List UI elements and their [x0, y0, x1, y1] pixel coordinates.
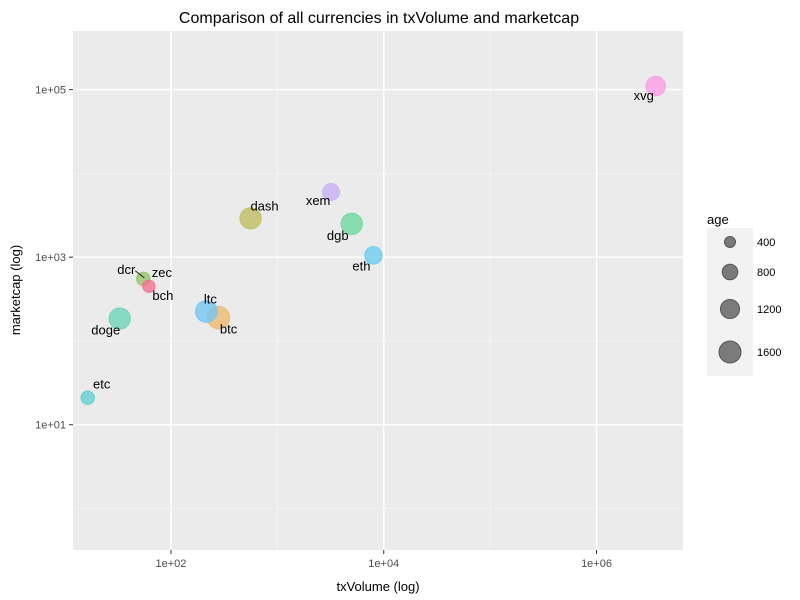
point-doge [108, 307, 131, 330]
point-etc [80, 390, 95, 405]
legend-label: 800 [757, 267, 775, 279]
y-tick-label: 1e+05 [35, 85, 66, 97]
point-xem [322, 182, 341, 201]
legend-key-1600 [718, 340, 742, 364]
y-axis-title: marketcap (log) [8, 245, 23, 335]
label-bch: bch [152, 288, 173, 303]
label-dcr: dcr [117, 262, 136, 277]
label-xem: xem [306, 193, 331, 208]
label-leader-dcr [135, 270, 145, 279]
label-ltc: ltc [204, 291, 218, 306]
legend-label: 1600 [757, 347, 781, 359]
chart-title: Comparison of all currencies in txVolume… [179, 10, 579, 27]
y-tick-label: 1e+01 [35, 420, 66, 432]
legend-label: 400 [757, 237, 775, 249]
point-xvg [645, 75, 666, 97]
label-eth: eth [352, 258, 370, 273]
legend-label: 1200 [757, 304, 781, 316]
label-btc: btc [220, 322, 238, 337]
legend-key-800 [721, 263, 739, 281]
legend-key-400 [724, 236, 736, 248]
point-eth [364, 246, 383, 265]
x-axis: 1e+02 1e+04 1e+06 [156, 550, 612, 570]
legend-title: age [707, 212, 729, 227]
data-points [80, 75, 666, 405]
x-tick-label: 1e+06 [581, 558, 612, 570]
label-etc: etc [93, 377, 111, 392]
y-tick-label: 1e+03 [35, 252, 66, 264]
label-zec: zec [152, 265, 173, 280]
legend-key-1200 [719, 298, 741, 320]
label-dgb: dgb [327, 228, 349, 243]
x-axis-title: txVolume (log) [336, 579, 419, 594]
label-dash: dash [250, 198, 278, 213]
y-axis: 1e+01 1e+03 1e+05 [35, 85, 73, 432]
point-dgb [340, 212, 363, 235]
minor-gridlines [73, 31, 683, 550]
x-tick-label: 1e+04 [368, 558, 399, 570]
label-xvg: xvg [634, 88, 654, 103]
point-zec [142, 279, 156, 293]
plot-panel [73, 31, 683, 550]
legend: age 400 800 1200 1600 [707, 212, 781, 376]
point-dash [239, 207, 262, 230]
point-ltc [195, 300, 218, 323]
x-tick-label: 1e+02 [156, 558, 187, 570]
label-doge: doge [91, 323, 120, 338]
